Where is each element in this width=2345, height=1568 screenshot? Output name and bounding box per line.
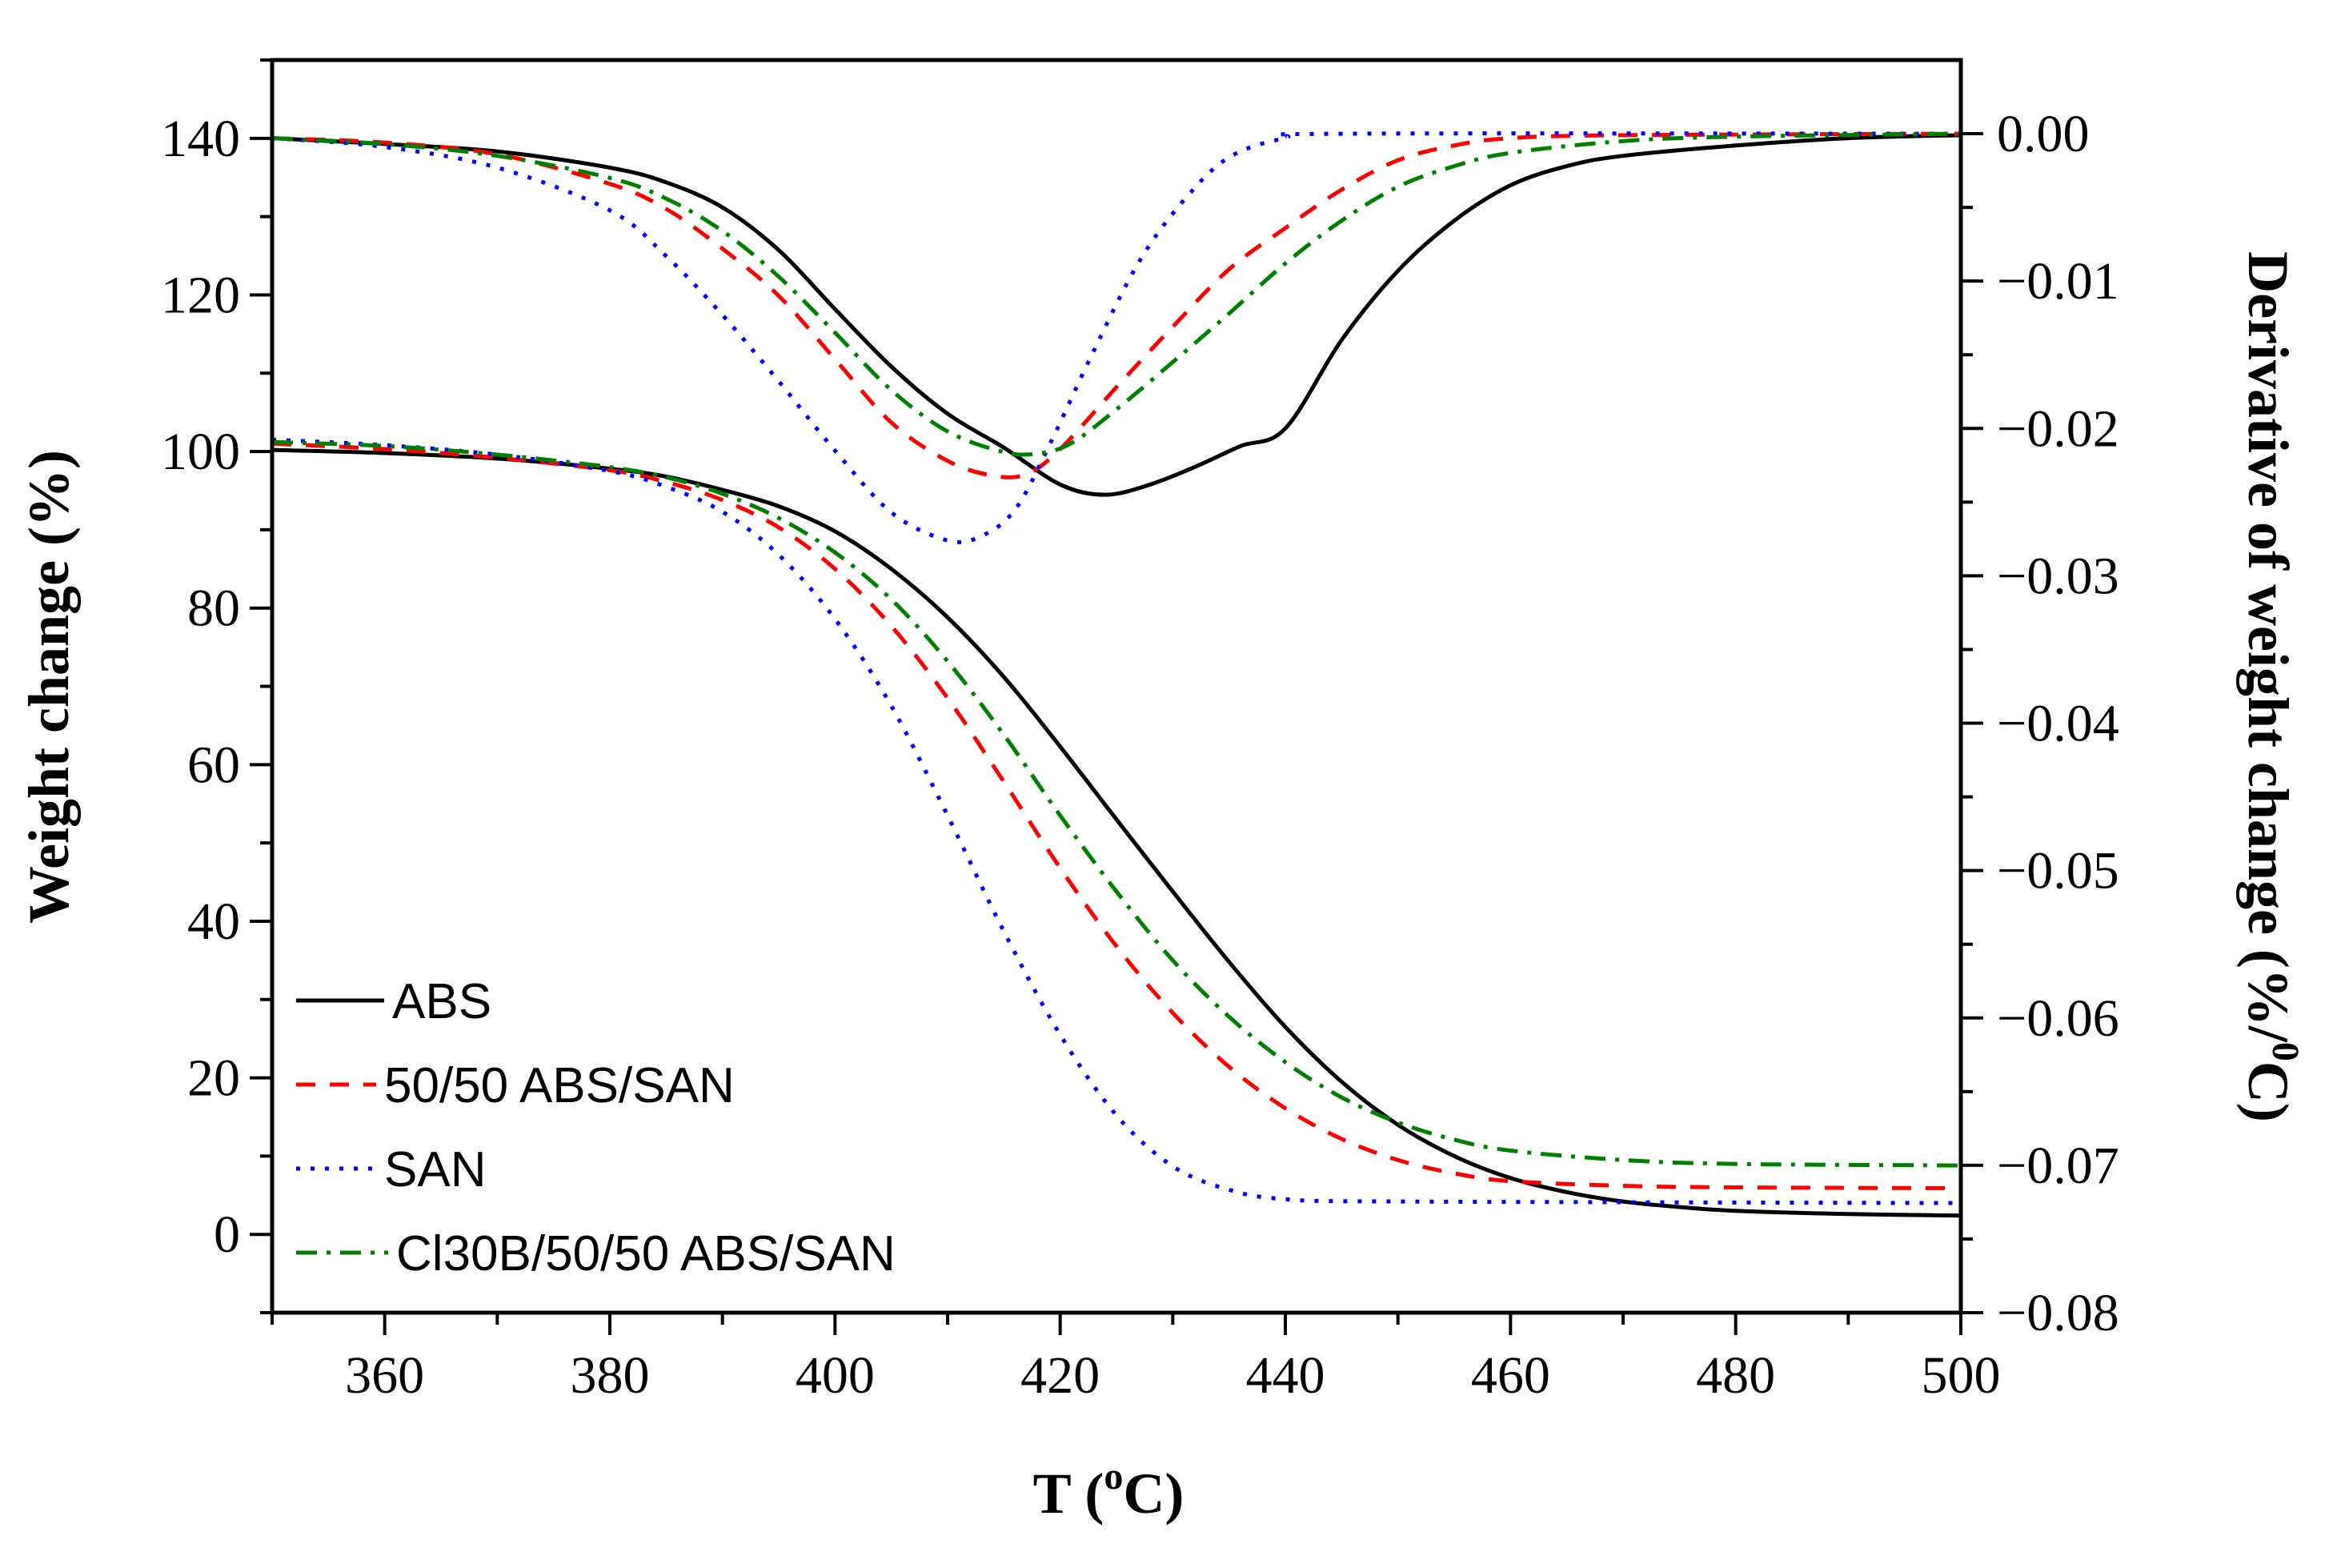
x-tick-label: 440 — [1246, 1346, 1325, 1405]
y-left-tick-label: 120 — [161, 266, 240, 324]
x-tick-label: 400 — [796, 1346, 875, 1405]
x-tick-label: 380 — [571, 1346, 650, 1405]
y-right-tick-label: −0.01 — [1997, 252, 2119, 311]
y-left-tick-label: 0 — [214, 1205, 240, 1264]
y-right-axis-title-end: C) — [2236, 1061, 2300, 1122]
x-axis-title-sup: o — [1104, 1455, 1123, 1498]
x-tick-label: 500 — [1922, 1346, 2001, 1405]
y-right-tick-label: −0.02 — [1997, 399, 2119, 458]
y-left-tick-label: 60 — [187, 736, 240, 794]
derivative-line-abs — [271, 133, 1962, 497]
derivative-line-san — [271, 131, 1962, 544]
y-right-tick-label: −0.03 — [1997, 547, 2119, 605]
x-tick-label: 420 — [1020, 1346, 1100, 1405]
x-tick-label: 480 — [1696, 1346, 1775, 1405]
legend: ABS 50/50 ABS/SAN SAN Cl30B/50/50 ABS/SA… — [296, 974, 896, 1281]
weight-line-abs — [271, 447, 1962, 1218]
y-right-tick-label: 0.00 — [1997, 105, 2090, 163]
y-right-axis-title-sup: 0 — [2264, 1042, 2307, 1061]
legend-label-50-50-abs-san: 50/50 ABS/SAN — [384, 1058, 735, 1113]
x-axis-title-end: C) — [1123, 1462, 1184, 1526]
x-tick-label: 460 — [1471, 1346, 1550, 1405]
y-right-tick-label: −0.08 — [1997, 1284, 2119, 1342]
y-left-tick-label: 40 — [187, 892, 240, 951]
legend-label-cl30b-50-50-abs-san: Cl30B/50/50 ABS/SAN — [396, 1226, 896, 1281]
y-left-tick-label: 100 — [161, 423, 240, 481]
y-left-tick-label: 140 — [161, 110, 240, 168]
y-left-tick-label: 20 — [187, 1049, 240, 1108]
y-right-axis-title-main: Derivative of weight change (%/ — [2236, 251, 2300, 1043]
weight-line-cl30b-50-50-abs-san — [271, 439, 1962, 1168]
derivative-line-50-50-abs-san — [271, 131, 1962, 479]
y-right-tick-label: −0.04 — [1997, 695, 2119, 753]
y-right-tick-label: −0.07 — [1997, 1137, 2119, 1195]
plot-frame — [270, 58, 1963, 1315]
legend-label-san: SAN — [384, 1142, 486, 1197]
series-layer — [271, 131, 1962, 1218]
x-tick-label: 360 — [345, 1346, 424, 1405]
y-left-tick-label: 80 — [187, 579, 240, 638]
ticks-layer: 360 380 400 420 440 460 480 500 0 20 40 60 80 100 120 1… — [161, 58, 2119, 1405]
y-right-tick-label: −0.06 — [1997, 989, 2119, 1048]
y-right-tick-label: −0.05 — [1997, 842, 2119, 900]
derivative-line-cl30b-50-50-abs-san — [271, 131, 1962, 457]
y-left-axis-title: Weight change (%) — [17, 450, 81, 924]
x-axis-title: T (oC) — [1033, 1455, 1185, 1526]
y-right-axis-title: Derivative of weight change (%/0C) — [2236, 251, 2307, 1122]
legend-label-abs: ABS — [392, 974, 491, 1029]
weight-line-san — [271, 437, 1962, 1205]
x-axis-title-main: T ( — [1033, 1462, 1104, 1526]
